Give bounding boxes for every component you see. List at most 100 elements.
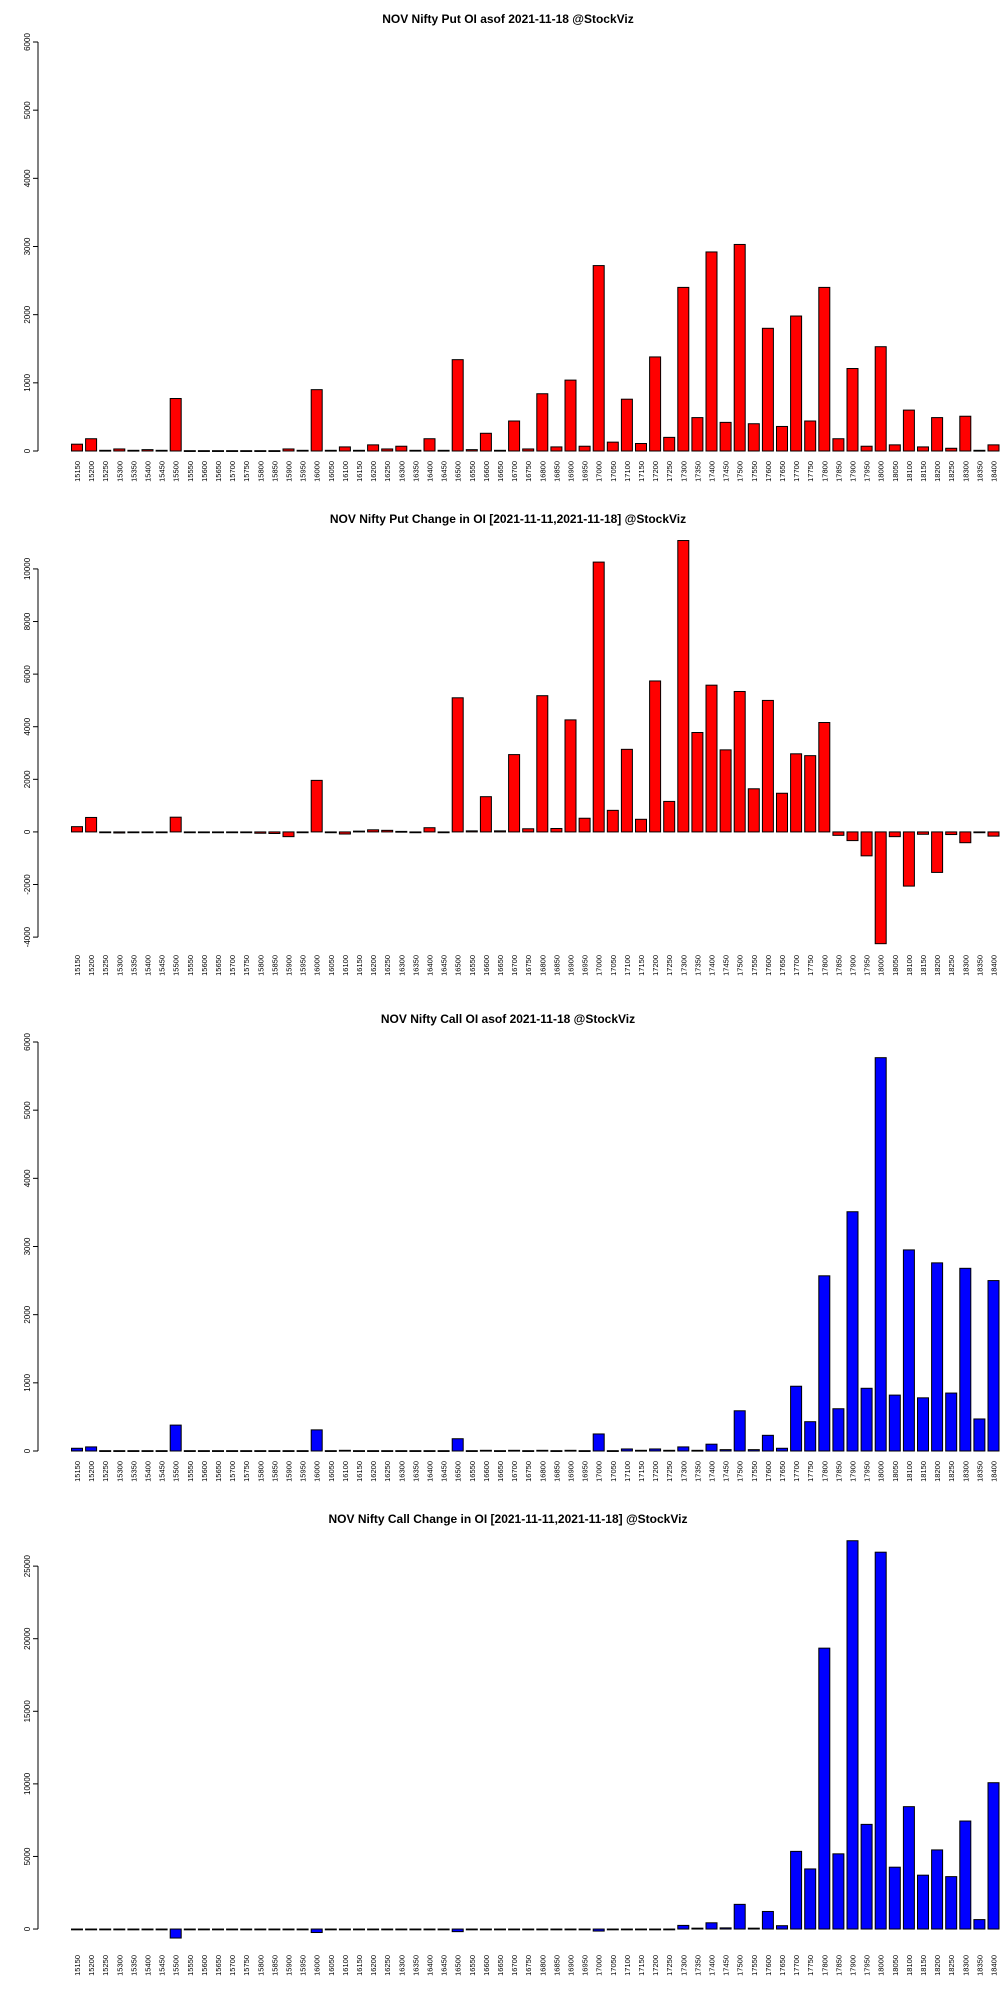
x-tick-label: 16100: [341, 1955, 350, 1976]
bar: [663, 436, 676, 452]
bar: [508, 1928, 521, 1931]
x-tick-label: 15600: [200, 955, 209, 976]
call-change-chart-title: NOV Nifty Call Change in OI [2021-11-11,…: [329, 1512, 688, 1526]
bar: [113, 1928, 126, 1931]
x-tick-label: 17050: [609, 1461, 618, 1482]
y-tick-label: 1000: [23, 1373, 32, 1391]
bar: [395, 1928, 408, 1931]
x-tick-label: 18350: [975, 1461, 984, 1482]
bar: [620, 748, 633, 833]
bar: [99, 449, 112, 452]
x-tick-label: 15900: [285, 461, 294, 482]
bar: [197, 1450, 210, 1452]
bar: [451, 697, 464, 833]
bar: [282, 1928, 295, 1931]
bar: [367, 829, 380, 833]
x-tick-label: 17250: [665, 461, 674, 482]
bar: [127, 1928, 140, 1931]
bar: [649, 1448, 662, 1452]
x-tick-label: 17150: [637, 955, 646, 976]
x-tick-label: 16900: [567, 1955, 576, 1976]
x-tick-label: 17800: [820, 461, 829, 482]
x-tick-label: 15950: [299, 1461, 308, 1482]
bar: [423, 1928, 436, 1931]
bar: [381, 1928, 394, 1931]
x-tick-label: 17400: [708, 461, 717, 482]
bar: [338, 1449, 351, 1452]
bar: [409, 449, 422, 452]
bar: [931, 417, 944, 452]
bar: [99, 1928, 112, 1931]
x-tick-label: 15750: [242, 1955, 251, 1976]
bar: [776, 792, 788, 833]
x-tick-label: 18350: [975, 461, 984, 482]
x-tick-label: 17450: [722, 955, 731, 976]
bar: [945, 447, 958, 452]
bar: [423, 827, 436, 833]
bar: [353, 1450, 365, 1452]
bar: [240, 1450, 253, 1452]
bar: [536, 695, 549, 833]
bar: [550, 446, 563, 452]
x-tick-label: 16100: [341, 1461, 350, 1482]
bar: [367, 1450, 380, 1452]
bar: [479, 1928, 492, 1931]
bar: [465, 449, 478, 452]
bar: [747, 1927, 760, 1930]
x-tick-label: 15200: [87, 1955, 96, 1976]
x-tick-label: 17200: [651, 1955, 660, 1976]
bar: [620, 1928, 633, 1931]
x-tick-label: 16700: [510, 1955, 519, 1976]
bar: [183, 831, 196, 834]
bar: [99, 831, 112, 834]
bar: [155, 831, 168, 834]
x-tick-label: 16900: [567, 955, 576, 976]
bar: [592, 1433, 605, 1452]
bar: [931, 831, 944, 873]
bar: [564, 379, 577, 452]
call-change-chart: NOV Nifty Call Change in OI [2021-11-11,…: [0, 1500, 1000, 2000]
y-tick-label: 4000: [23, 1169, 32, 1187]
bar: [705, 684, 718, 833]
x-tick-label: 18150: [919, 955, 928, 976]
x-tick-label: 16800: [538, 955, 547, 976]
bar: [113, 831, 126, 834]
x-tick-label: 16050: [327, 461, 336, 482]
x-tick-label: 18300: [961, 1955, 970, 1976]
put-oi-chart-svg: NOV Nifty Put OI asof 2021-11-18 @StockV…: [23, 12, 1000, 482]
bar: [451, 1928, 464, 1933]
bar: [367, 444, 380, 452]
call-change-chart-svg: NOV Nifty Call Change in OI [2021-11-11,…: [23, 1512, 1000, 1976]
x-tick-label: 16750: [524, 1461, 533, 1482]
x-tick-label: 17900: [849, 1461, 858, 1482]
x-tick-label: 18000: [877, 461, 886, 482]
x-tick-label: 17700: [792, 461, 801, 482]
x-tick-label: 16000: [313, 461, 322, 482]
x-tick-label: 15400: [144, 1461, 153, 1482]
x-tick-label: 16650: [496, 1955, 505, 1976]
x-tick-label: 17600: [764, 1461, 773, 1482]
x-tick-label: 15300: [115, 1461, 124, 1482]
bar: [733, 1410, 746, 1452]
x-tick-label: 16950: [581, 1955, 590, 1976]
x-tick-label: 16550: [468, 1955, 477, 1976]
bar: [169, 1424, 182, 1452]
y-tick-label: 2000: [23, 770, 32, 788]
x-tick-label: 16700: [510, 461, 519, 482]
x-tick-label: 16250: [383, 461, 392, 482]
bar: [705, 251, 718, 452]
x-tick-label: 17100: [623, 461, 632, 482]
y-tick-label: 2000: [23, 1305, 32, 1323]
bar: [663, 1928, 676, 1931]
x-tick-label: 16350: [411, 955, 420, 976]
x-tick-label: 18100: [905, 955, 914, 976]
bar: [818, 722, 831, 833]
x-tick-label: 17050: [609, 1955, 618, 1976]
bar: [479, 796, 492, 833]
bar: [888, 444, 901, 452]
x-tick-label: 18400: [990, 461, 999, 482]
x-tick-label: 16200: [369, 1955, 378, 1976]
x-tick-label: 16350: [411, 1955, 420, 1976]
bar: [141, 449, 154, 452]
x-tick-label: 17800: [820, 955, 829, 976]
